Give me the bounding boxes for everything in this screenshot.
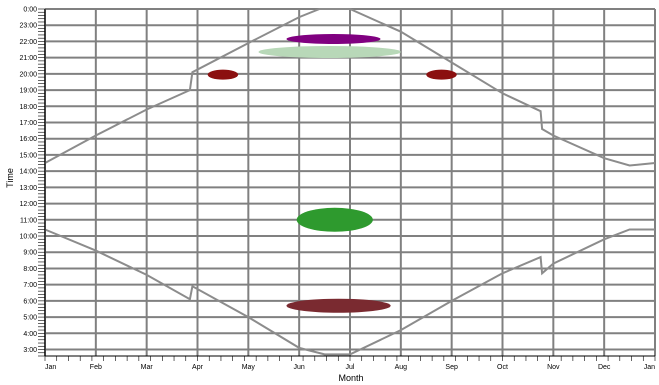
event-shape-maroon [286, 298, 391, 313]
y-tick-label: 23:00 [19, 23, 37, 30]
event-shape-dark_red [207, 69, 239, 80]
x-tick-label: Apr [192, 364, 204, 371]
y-tick-label: 9:00 [23, 250, 37, 257]
x-tick-label: Nov [547, 364, 560, 371]
upper-curve [44, 8, 656, 167]
x-tick-label: May [242, 364, 256, 371]
y-tick-label: 12:00 [19, 201, 37, 208]
x-tick-label: Jul [346, 364, 355, 371]
y-tick-label: 19:00 [19, 88, 37, 95]
y-tick-label: 10:00 [19, 234, 37, 241]
y-tick-label: 15:00 [19, 152, 37, 159]
y-tick-label: 17:00 [19, 120, 37, 127]
lower-curve [44, 228, 655, 356]
event-shape-green [296, 207, 373, 232]
y-tick-label: 13:00 [19, 185, 37, 192]
x-tick-label: Jun [294, 364, 305, 371]
axes [38, 8, 656, 361]
y-tick-label: 21:00 [19, 55, 37, 62]
y-tick-label: 20:00 [19, 71, 37, 78]
y-tick-label: 11:00 [20, 217, 37, 224]
y-tick-label: 0:00 [23, 7, 37, 14]
x-tick-label: Oct [497, 364, 508, 371]
y-tick-label: 16:00 [19, 136, 37, 143]
y-tick-label: 18:00 [19, 104, 37, 111]
x-tick-label: Jan [644, 364, 655, 371]
x-tick-label: Mar [141, 364, 154, 371]
x-tick-label: Jan [45, 364, 56, 371]
x-tick-label: Feb [90, 364, 102, 371]
y-tick-label: 5:00 [23, 315, 37, 322]
x-axis-title: Month [338, 373, 363, 383]
curves [44, 8, 656, 356]
event-shape-pale_green [258, 45, 401, 58]
y-axis-title: Time [5, 168, 15, 188]
y-tick-label: 22:00 [19, 39, 37, 46]
y-tick-label: 6:00 [23, 298, 37, 305]
y-tick-label: 7:00 [23, 282, 37, 289]
y-tick-label: 4:00 [23, 331, 37, 338]
event-shape-dark_red [426, 69, 457, 80]
x-tick-label: Aug [395, 364, 408, 371]
x-tick-label: Dec [598, 364, 611, 371]
y-tick-label: 3:00 [23, 347, 37, 354]
tick-labels: Jan Feb Mar Apr May Jun Jul Aug Sep Oct Nov Dec Jan 3… [19, 7, 655, 372]
event-shapes [207, 33, 457, 313]
x-tick-label: Sep [445, 364, 458, 371]
event-shape-purple [286, 33, 381, 44]
y-tick-label: 14:00 [19, 169, 37, 176]
y-tick-label: 8:00 [23, 266, 37, 273]
